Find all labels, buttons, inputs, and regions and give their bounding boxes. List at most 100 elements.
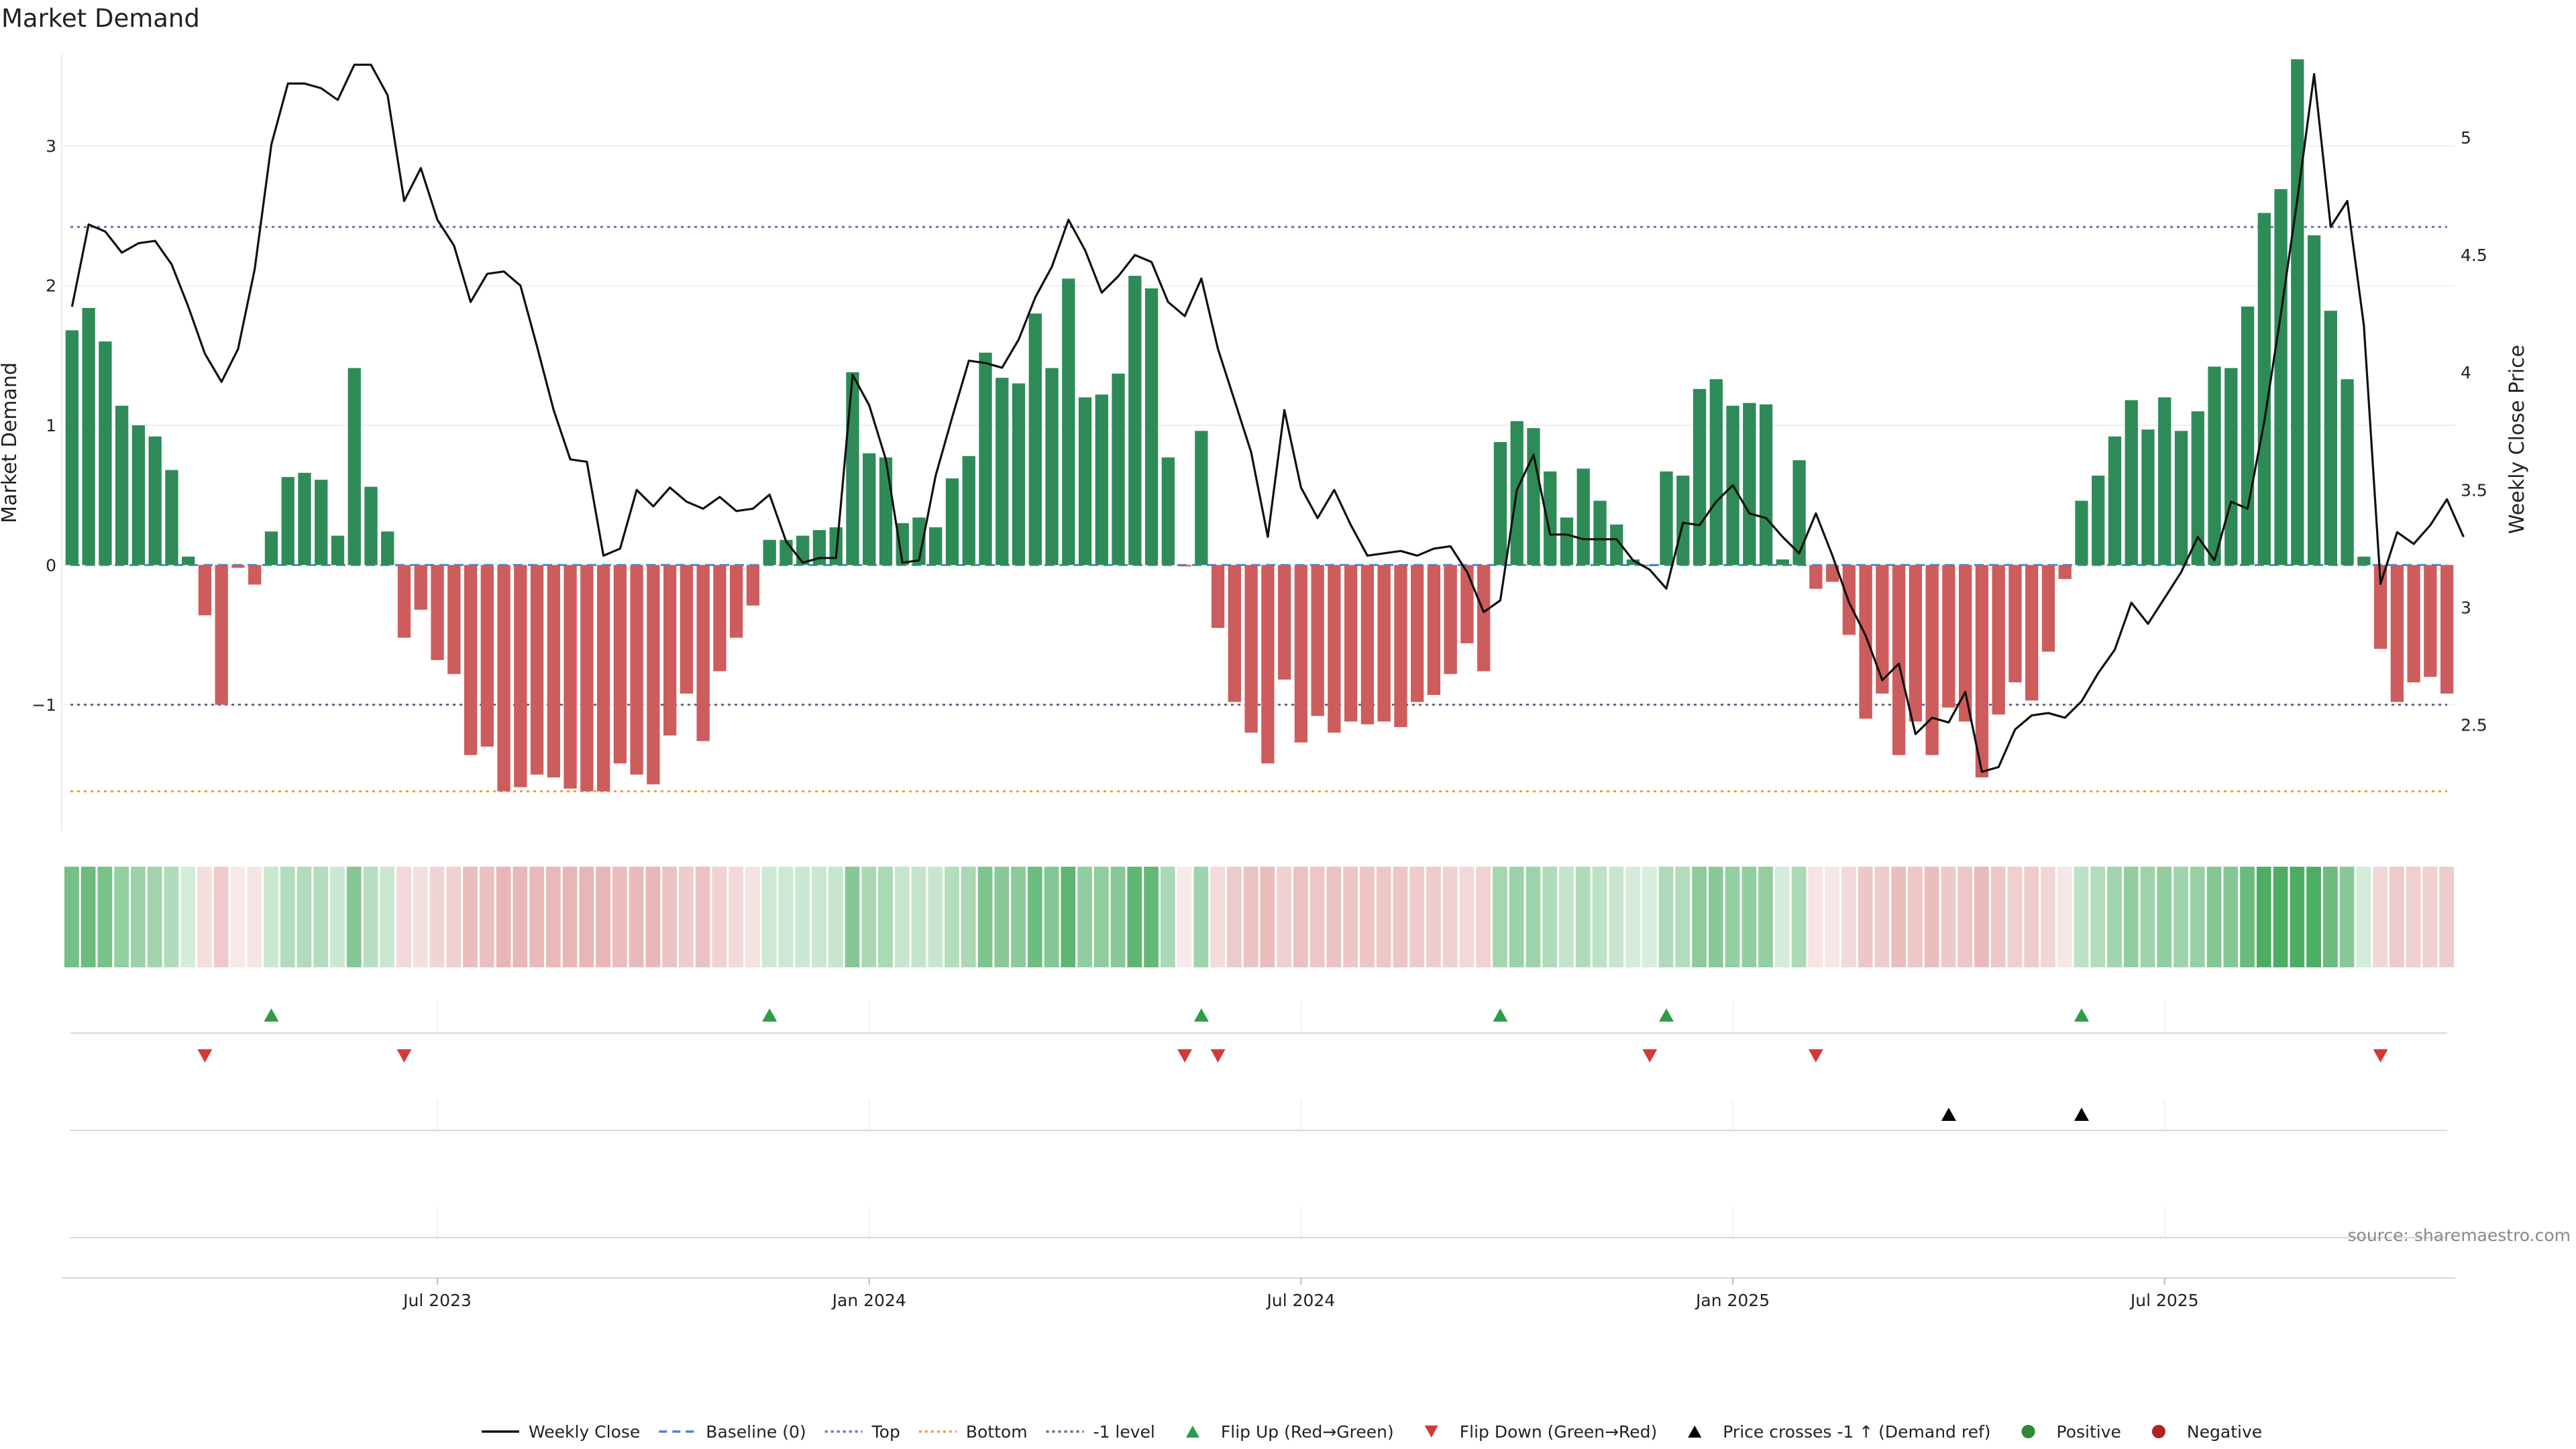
y2-tick-label: 4 (2461, 363, 2471, 382)
demand-bar (1975, 565, 1989, 777)
legend-label: Weekly Close (529, 1422, 640, 1442)
demand-bar (2424, 565, 2437, 677)
demand-bar (2307, 235, 2321, 566)
demand-bar (298, 472, 311, 566)
intensity-cell (1309, 867, 1325, 967)
demand-bar (896, 523, 909, 566)
intensity-cell (213, 867, 229, 967)
demand-bar (1277, 565, 1291, 680)
demand-bar (281, 477, 294, 566)
legend-swatch-triangle-down (1424, 1426, 1438, 1438)
intensity-cell (1243, 867, 1258, 967)
intensity-cell (1476, 867, 1491, 967)
demand-bar (1311, 565, 1324, 716)
demand-bars (65, 59, 2454, 792)
legend-label: Price crosses -1 ↑ (Demand ref) (1723, 1422, 1990, 1442)
demand-bar (2041, 565, 2055, 652)
intensity-cell (795, 867, 810, 967)
legend-item: Price crosses -1 ↑ (Demand ref) (1688, 1422, 1991, 1442)
flip-down-marker (2373, 1049, 2388, 1063)
demand-bar (2390, 565, 2404, 702)
intensity-cell (1426, 867, 1441, 967)
chart-title: Market Demand (1, 4, 200, 33)
flip-up-marker (1493, 1008, 1508, 1022)
demand-bar (647, 565, 660, 785)
legend-label: Bottom (966, 1422, 1028, 1442)
demand-bar (99, 341, 112, 566)
y-tick-label: 0 (46, 555, 56, 575)
intensity-cell (1093, 867, 1109, 967)
demand-bar (331, 535, 345, 566)
price-cross-marker (1941, 1108, 1956, 1121)
intensity-cell (1974, 867, 1989, 967)
demand-bar (347, 368, 361, 566)
intensity-cell (1509, 867, 1524, 967)
demand-bar (1360, 565, 1375, 724)
intensity-cell (645, 867, 661, 967)
flip-up-marker (2074, 1008, 2089, 1022)
legend-label: Positive (2057, 1422, 2121, 1442)
flip-down-marker (1177, 1049, 1193, 1063)
intensity-strip (64, 867, 2454, 967)
intensity-cell (380, 867, 395, 967)
demand-bar (580, 565, 594, 792)
intensity-cell (845, 867, 860, 967)
demand-bar (962, 455, 975, 566)
flip-up-marker (1193, 1008, 1209, 1022)
intensity-cell (629, 867, 644, 967)
demand-bar (464, 565, 478, 755)
intensity-cell (363, 867, 378, 967)
intensity-cell (1061, 867, 1076, 967)
demand-bar (1493, 441, 1507, 566)
intensity-cell (2140, 867, 2155, 967)
demand-bar (1444, 565, 1457, 674)
demand-bar (1610, 524, 1623, 566)
demand-bar (1560, 517, 1574, 566)
intensity-cell (1044, 867, 1059, 967)
demand-bar (1161, 457, 1175, 566)
intensity-cell (828, 867, 843, 967)
intensity-cell (2057, 867, 2072, 967)
demand-bar (231, 565, 245, 568)
intensity-cell (1808, 867, 1823, 967)
demand-bar (996, 378, 1009, 566)
intensity-cell (2389, 867, 2404, 967)
intensity-cell (994, 867, 1010, 967)
y-tick-label: 2 (46, 276, 56, 296)
demand-bar (497, 565, 511, 792)
intensity-cell (1160, 867, 1175, 967)
demand-bar (480, 565, 494, 747)
demand-bar (1394, 565, 1407, 727)
demand-bar (2141, 429, 2155, 566)
flip-down-marker (197, 1049, 213, 1063)
x-tick-label: Jan 2025 (1695, 1291, 1770, 1310)
intensity-cell (2223, 867, 2239, 967)
demand-bar (1925, 565, 1939, 755)
intensity-cell (1858, 867, 1873, 967)
demand-bar (2191, 411, 2204, 566)
intensity-cell (2123, 867, 2139, 967)
demand-bar (2274, 189, 2288, 566)
legend-swatch-circle (2151, 1425, 2165, 1438)
intensity-cell (496, 867, 511, 967)
flip-up-marker (762, 1008, 777, 1022)
intensity-cell (1027, 867, 1042, 967)
intensity-cell (1774, 867, 1790, 967)
demand-bar (1859, 565, 1872, 719)
demand-bar (846, 372, 859, 566)
demand-bar (431, 565, 444, 660)
demand-bar (613, 565, 627, 764)
intensity-cell (1409, 867, 1425, 967)
intensity-cell (64, 867, 79, 967)
intensity-cell (861, 867, 877, 967)
intensity-cell (596, 867, 610, 967)
intensity-cell (297, 867, 312, 967)
y-tick-label: −1 (32, 696, 56, 715)
intensity-cell (1675, 867, 1690, 967)
demand-bar (2291, 59, 2304, 566)
intensity-cell (2356, 867, 2371, 967)
intensity-cell (1741, 867, 1757, 967)
demand-bar (215, 565, 228, 705)
intensity-cell (2406, 867, 2421, 967)
